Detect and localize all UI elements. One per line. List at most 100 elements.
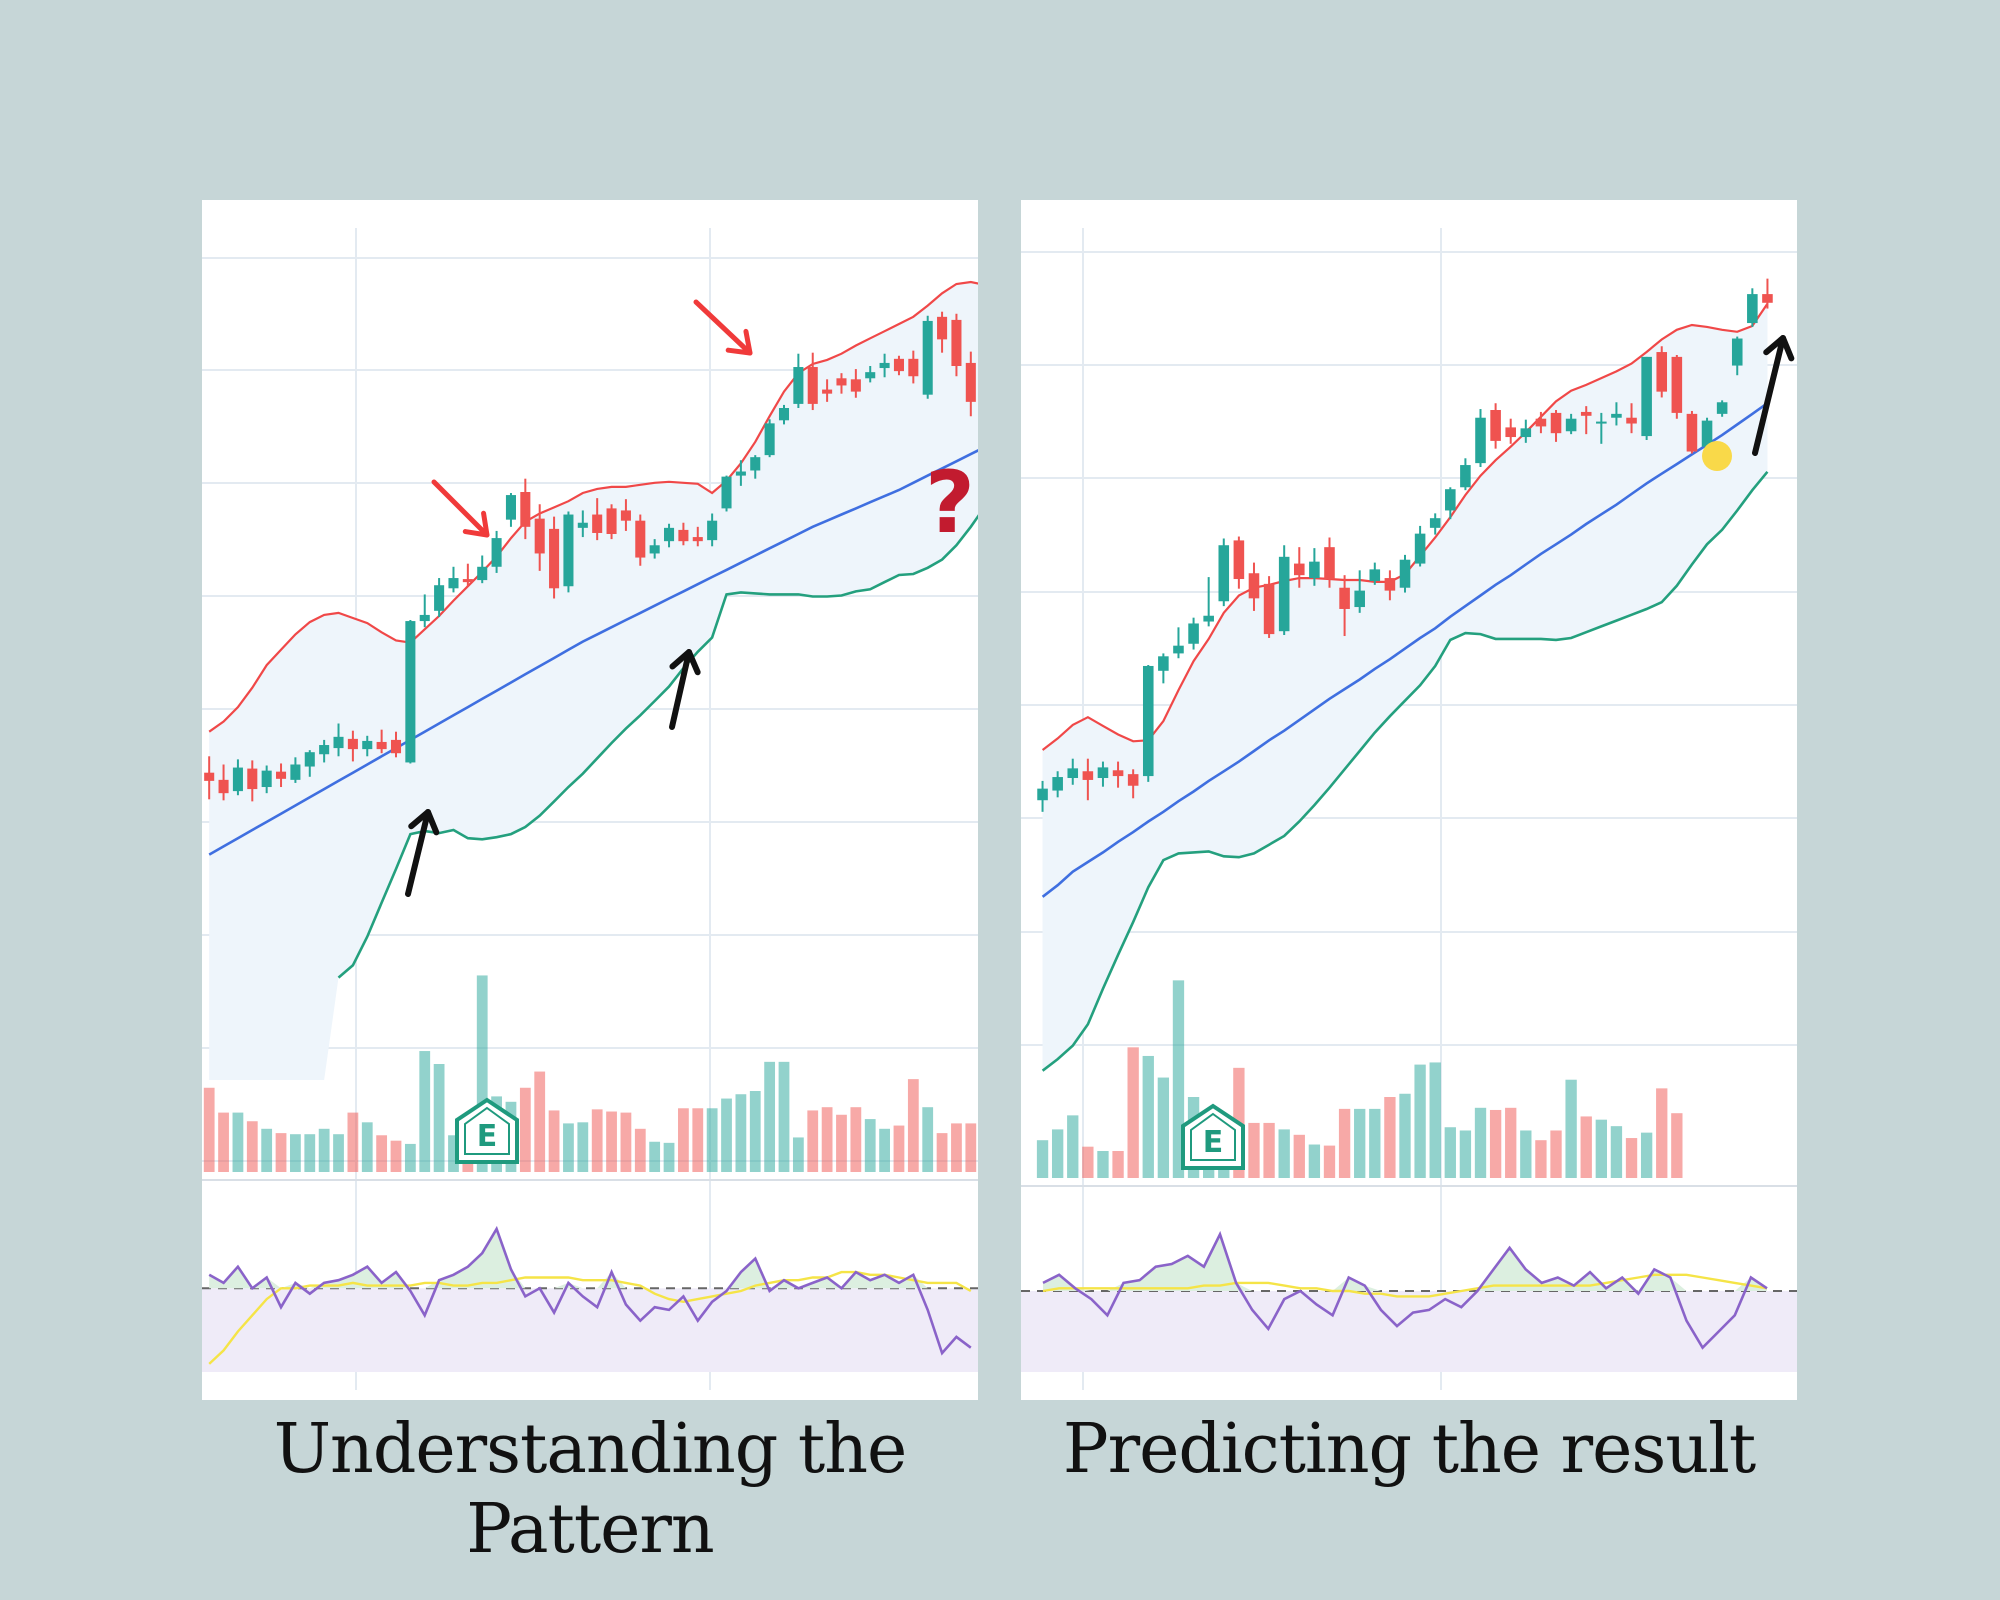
candle-body — [304, 752, 315, 767]
black-arrow — [405, 809, 440, 897]
candle-body — [1565, 418, 1577, 432]
candle-body — [1429, 518, 1441, 528]
candle-body — [1248, 573, 1260, 599]
candle-body — [692, 537, 703, 542]
candle-body — [635, 520, 646, 558]
volume-bar — [821, 1107, 833, 1172]
rsi-line — [1042, 1230, 1768, 1350]
volume-bar — [778, 1061, 790, 1172]
candle-body — [434, 585, 445, 611]
candle-body — [1596, 421, 1607, 424]
volume-bar — [1278, 1129, 1290, 1178]
volume-bar — [261, 1128, 273, 1172]
candle-body — [1475, 417, 1486, 464]
candle-body — [965, 362, 976, 402]
red-arrow-shaft — [693, 299, 753, 356]
candle-body — [807, 367, 818, 404]
candle-body — [1641, 356, 1652, 437]
volume-bar — [1414, 1064, 1426, 1178]
candle-body — [1233, 540, 1245, 580]
red-arrow-head — [462, 510, 490, 538]
candle-body — [1762, 294, 1773, 303]
candle-body — [908, 358, 919, 377]
candle-body — [664, 527, 675, 542]
caption-predicting: Predicting the result — [1062, 1410, 1756, 1489]
candle-body — [1731, 338, 1743, 366]
black-arrow-shaft — [405, 809, 431, 897]
volume-bar — [936, 1133, 948, 1172]
volume-bar — [965, 1123, 977, 1172]
candle-body — [534, 518, 545, 554]
volume-bar — [1444, 1127, 1456, 1178]
candle-body — [1127, 774, 1139, 786]
volume-bar — [361, 1122, 373, 1172]
candle-body — [750, 457, 761, 471]
earnings-badge: E — [455, 1097, 519, 1164]
candle-body — [563, 514, 574, 587]
earnings-badge-inner — [464, 1106, 510, 1155]
middle-band-line — [1041, 402, 1769, 898]
rsi-overbought-fill — [209, 1228, 971, 1289]
black-arrow-shaft — [669, 649, 692, 730]
candle-body — [290, 764, 301, 780]
volume-bar — [893, 1125, 905, 1172]
candle-body — [707, 520, 718, 541]
candle-body — [218, 779, 229, 794]
candle-body — [276, 771, 287, 779]
volume-bar — [764, 1061, 776, 1172]
middle-band-line — [208, 449, 978, 856]
volume-bar — [1610, 1126, 1623, 1178]
volume-bar — [1127, 1047, 1139, 1178]
volume-bar — [807, 1110, 819, 1172]
volume-bar — [864, 1119, 876, 1172]
candle-body — [247, 768, 258, 790]
volume-bar — [649, 1141, 661, 1172]
candle-body — [347, 738, 358, 750]
volume-bar — [1067, 1115, 1079, 1178]
black-arrow — [669, 649, 701, 730]
candle-body — [879, 362, 890, 369]
candle-body — [319, 745, 330, 755]
volume-bar — [1263, 1122, 1275, 1178]
volume-bar — [1082, 1146, 1094, 1178]
volume-bar — [519, 1087, 531, 1172]
earnings-badge-shape — [1181, 1103, 1245, 1170]
bollinger-band-fill — [209, 282, 978, 1080]
volume-bar — [404, 1143, 416, 1172]
volume-bar — [203, 1087, 215, 1172]
volume-bar — [850, 1107, 862, 1172]
candle-body — [1112, 770, 1124, 777]
candle-body — [1097, 767, 1109, 779]
candle-body — [477, 566, 488, 581]
volume-bar — [836, 1114, 847, 1172]
candle-body — [390, 739, 402, 754]
candle-body — [520, 492, 531, 527]
yellow-dot-marker — [1702, 441, 1732, 471]
volume-bar — [1323, 1145, 1336, 1178]
volume-bar — [577, 1122, 589, 1172]
candle-body — [592, 514, 603, 533]
volume-bar — [563, 1123, 574, 1172]
volume-bar — [721, 1098, 732, 1172]
volume-bar — [548, 1110, 560, 1172]
volume-bar — [1036, 1140, 1049, 1178]
candle-body — [1580, 411, 1592, 416]
candle-body — [232, 767, 243, 792]
volume-bar — [1429, 1062, 1441, 1178]
question-mark: ? — [925, 453, 975, 553]
volume-bar — [1293, 1134, 1305, 1178]
volume-bar — [218, 1112, 229, 1172]
volume-bar — [922, 1107, 934, 1172]
candle-body — [1399, 559, 1411, 588]
candle-body — [1701, 420, 1713, 447]
lower-band-line — [337, 514, 978, 979]
black-arrow-head — [1763, 335, 1795, 362]
volume-bar — [951, 1123, 962, 1172]
candle-body — [1188, 623, 1199, 644]
black-arrow-head — [669, 649, 701, 676]
candle-body — [1278, 556, 1290, 632]
volume-bar — [1369, 1108, 1381, 1178]
volume-bar — [448, 1135, 459, 1172]
volume-bar — [476, 975, 488, 1172]
volume-bar — [275, 1133, 287, 1172]
